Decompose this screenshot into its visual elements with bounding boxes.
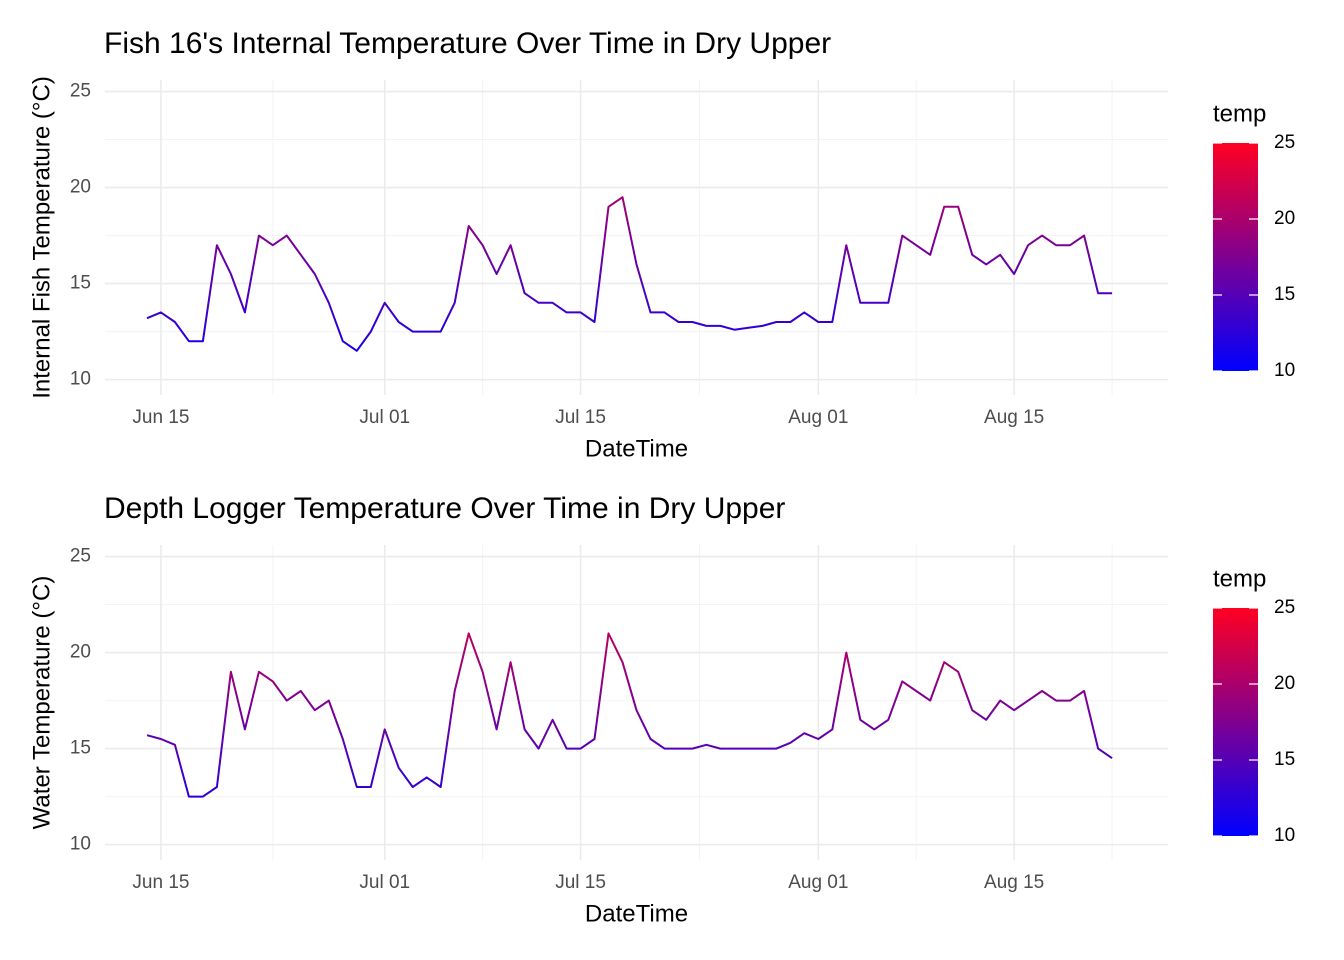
x-tick-label: Aug 15 [984, 872, 1044, 893]
x-tick-label: Aug 01 [788, 407, 848, 428]
y-tick-label: 20 [70, 177, 91, 198]
color-bar [1213, 608, 1258, 836]
chart-title: Fish 16's Internal Temperature Over Time… [104, 27, 831, 60]
legend-tick-label: 25 [1274, 132, 1295, 153]
legend-title: temp [1213, 100, 1266, 127]
x-tick-label: Jun 15 [132, 407, 189, 428]
color-bar [1213, 143, 1258, 371]
x-tick-label: Jul 15 [555, 872, 606, 893]
y-axis-title: Internal Fish Temperature (°C) [28, 76, 55, 399]
legend-tick-label: 20 [1274, 673, 1295, 694]
y-tick-label: 10 [70, 369, 91, 390]
data-line [146, 632, 1113, 798]
legend-tick-label: 15 [1274, 749, 1295, 770]
x-tick-label: Jun 15 [132, 872, 189, 893]
legend-tick-label: 10 [1274, 825, 1295, 846]
legend-tick-label: 10 [1274, 360, 1295, 381]
y-tick-label: 10 [70, 834, 91, 855]
x-tick-label: Jul 01 [359, 872, 410, 893]
y-tick-label: 25 [70, 81, 91, 102]
y-axis-title: Water Temperature (°C) [28, 576, 55, 830]
x-axis-title: DateTime [585, 435, 688, 462]
legend-title: temp [1213, 565, 1266, 592]
x-tick-label: Aug 15 [984, 407, 1044, 428]
chart-title: Depth Logger Temperature Over Time in Dr… [104, 492, 785, 525]
legend-tick-label: 20 [1274, 208, 1295, 229]
x-tick-label: Jul 01 [359, 407, 410, 428]
y-tick-label: 15 [70, 738, 91, 759]
x-tick-label: Jul 15 [555, 407, 606, 428]
data-line [146, 196, 1113, 352]
x-tick-label: Aug 01 [788, 872, 848, 893]
legend-tick-label: 25 [1274, 597, 1295, 618]
legend-tick-label: 15 [1274, 284, 1295, 305]
y-tick-label: 25 [70, 546, 91, 567]
y-tick-label: 20 [70, 642, 91, 663]
y-tick-label: 15 [70, 273, 91, 294]
x-axis-title: DateTime [585, 900, 688, 927]
